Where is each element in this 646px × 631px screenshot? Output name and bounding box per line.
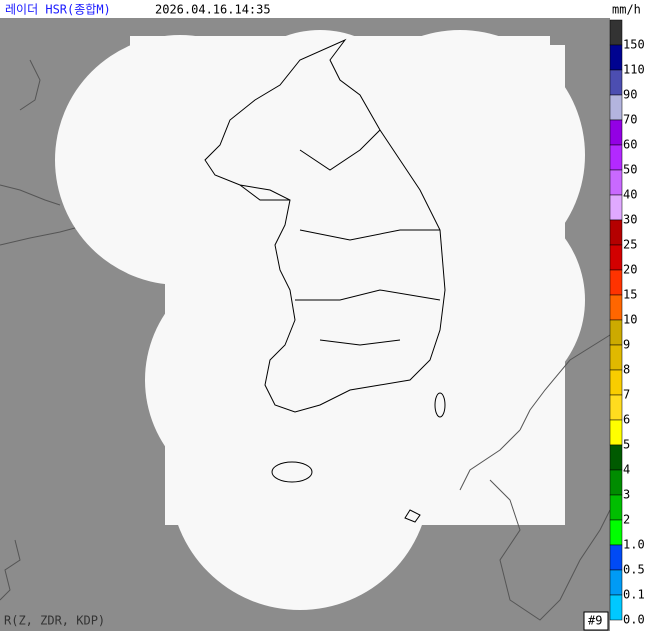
legend-label: 7 [623, 388, 630, 402]
legend-swatch [609, 44, 623, 71]
legend-label: 40 [623, 188, 637, 202]
legend-label: 1.0 [623, 538, 645, 552]
legend-swatch [609, 569, 623, 596]
legend-label: 110 [623, 63, 645, 77]
legend-label: 25 [623, 238, 637, 252]
legend-swatch [609, 319, 623, 346]
legend-label: 4 [623, 463, 630, 477]
legend-label: 60 [623, 138, 637, 152]
outside-land [0, 59, 611, 621]
legend-swatch [609, 244, 623, 271]
timestamp: 2026.04.16.14:35 [155, 3, 271, 17]
legend-label: 10 [623, 313, 637, 327]
legend-swatch [609, 144, 623, 171]
legend-label: 0.5 [623, 563, 645, 577]
legend-label: 50 [623, 163, 637, 177]
legend-label: 3 [623, 488, 630, 502]
legend-label: 0.1 [623, 588, 645, 602]
korea-coastline [204, 38, 446, 523]
radar-coverage [55, 30, 585, 610]
legend-swatch [609, 69, 623, 96]
legend-label: 20 [623, 263, 637, 277]
site-count-box [583, 611, 609, 631]
legend-swatch [609, 394, 623, 421]
legend-label: 9 [623, 338, 630, 352]
legend-swatch [609, 194, 623, 221]
legend-label: 150 [623, 38, 645, 52]
method: R(Z, ZDR, KDP) [4, 614, 105, 628]
legend-label: 0.0 [623, 613, 645, 627]
legend: 150 110 90 70 60 50 40 30 25 20 15 10 9 8 7 6 5 4 3 2 1.0 0.5… [609, 19, 645, 627]
legend-label: 2 [623, 513, 630, 527]
legend-swatch [609, 444, 623, 471]
legend-swatch [609, 344, 623, 371]
legend-label: 90 [623, 88, 637, 102]
legend-swatch [609, 294, 623, 321]
title: 레이더 HSR(종합M) [5, 3, 111, 17]
legend-swatch [609, 494, 623, 521]
legend-swatch [609, 469, 623, 496]
legend-label: 15 [623, 288, 637, 302]
legend-label: 5 [623, 438, 630, 452]
legend-swatch [609, 594, 623, 621]
site-count: #9 [588, 614, 602, 628]
legend-swatch [609, 544, 623, 571]
legend-swatch [609, 119, 623, 146]
legend-swatch [609, 369, 623, 396]
legend-swatch [609, 169, 623, 196]
legend-label: 30 [623, 213, 637, 227]
legend-label: 8 [623, 363, 630, 377]
legend-swatch [609, 419, 623, 446]
legend-label: 70 [623, 113, 637, 127]
legend-swatch [609, 19, 623, 46]
legend-swatch [609, 269, 623, 296]
legend-label: 6 [623, 413, 630, 427]
legend-swatch [609, 94, 623, 121]
unit: mm/h [612, 3, 641, 17]
legend-swatch [609, 519, 623, 546]
legend-swatch [609, 219, 623, 246]
